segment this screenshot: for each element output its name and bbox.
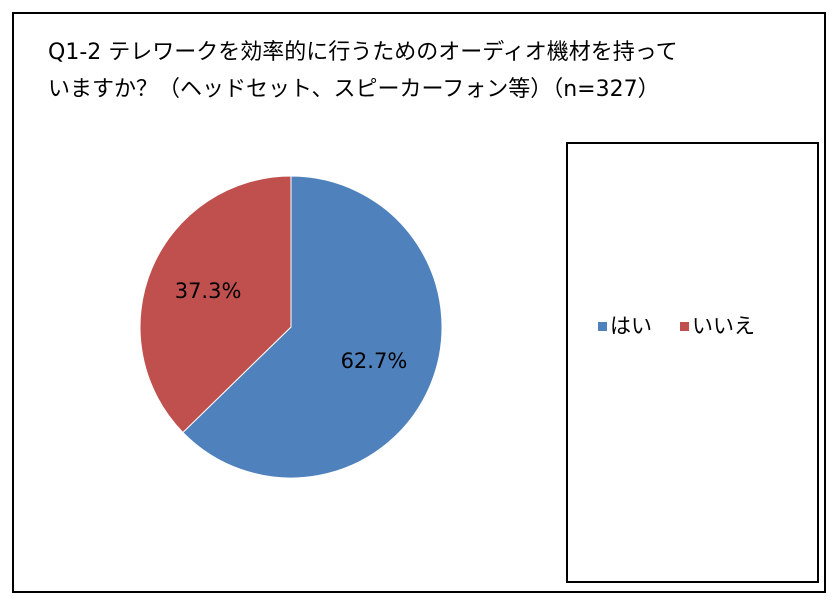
legend-marker (680, 322, 689, 331)
legend-label: いいえ (692, 314, 755, 338)
pie-slice (139, 175, 292, 434)
legend-label: はい (610, 314, 652, 338)
legend-box (566, 142, 819, 583)
chart-frame (12, 12, 826, 593)
legend-marker (598, 322, 607, 331)
data-label: 37.3% (175, 279, 242, 303)
pie-slice (182, 175, 443, 479)
chart-title: Q1-2 テレワークを効率的に行うためのオーディオ機材を持っていますか？（ヘッド… (48, 40, 678, 102)
data-label: 62.7% (341, 349, 408, 373)
